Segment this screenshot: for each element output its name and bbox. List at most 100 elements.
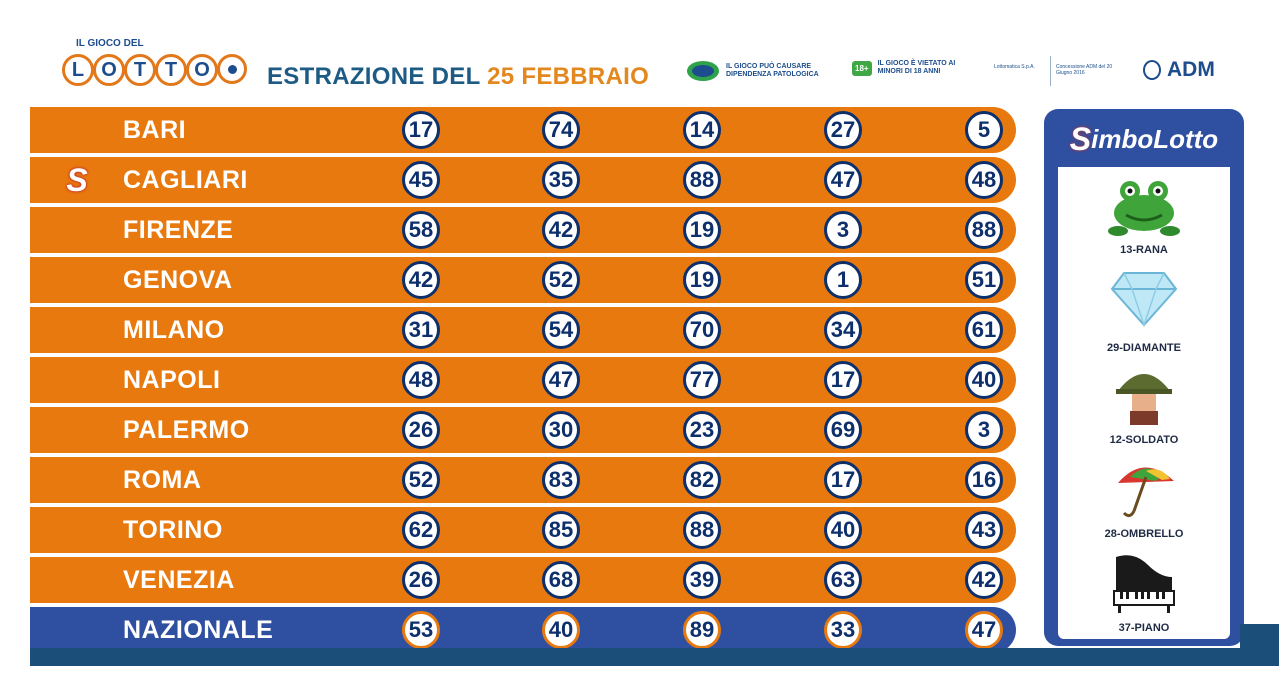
draw-row: MILANO 31 54 70 34 61 [30,307,1016,353]
drawn-number: 35 [542,161,580,199]
logo-letter: T [124,54,156,86]
draw-row: BARI 17 74 14 27 5 [30,107,1016,153]
symbol-label: 12-SOLDATO [1109,434,1179,446]
header-divider [1050,56,1051,86]
city-name: GENOVA [123,265,233,294]
drawn-number: 33 [824,611,862,649]
drawn-number: 51 [965,261,1003,299]
drawn-number: 40 [965,361,1003,399]
drawn-number: 47 [824,161,862,199]
drawn-number: 3 [824,211,862,249]
symbol-item: 13-RANA [1058,173,1230,256]
adm-logo: ADM [1143,58,1215,82]
city-name: CAGLIARI [123,165,248,194]
city-name: BARI [123,115,187,144]
drawn-number: 83 [542,461,580,499]
drawn-number: 69 [824,411,862,449]
drawn-number: 70 [683,311,721,349]
logo-letter: T [155,54,187,86]
operator-text: Lottomatica S.p.A. [994,64,1035,70]
footer-bar [30,648,1279,666]
drawn-number: 34 [824,311,862,349]
adm-label: ADM [1167,58,1215,81]
symbol-label: 29-DIAMANTE [1107,342,1181,354]
city-name: NAZIONALE [123,615,274,644]
symbol-label: 28-OMBRELLO [1104,528,1184,540]
lotto-logo: IL GIOCO DEL L O T T O [62,38,247,98]
symbol-item: 37-PIANO [1058,551,1230,634]
drawn-number: 42 [402,261,440,299]
drawn-number: 52 [402,461,440,499]
drawn-number: 42 [965,561,1003,599]
drawn-number: 17 [824,461,862,499]
city-name: MILANO [123,315,225,344]
warning-text: IL GIOCO PUÒ CAUSARE DIPENDENZA PATOLOGI… [726,63,819,78]
drawn-number: 23 [683,411,721,449]
frog-icon [1108,181,1180,236]
draw-row: NAPOLI 48 47 77 17 40 [30,357,1016,403]
drawn-number: 27 [824,111,862,149]
drawn-number: 14 [683,111,721,149]
draw-row: NAZIONALE 53 40 89 33 47 [30,607,1016,653]
age-badge: 18+ [852,60,872,76]
logo-letter: O [93,54,125,86]
drawn-number: 52 [542,261,580,299]
symbol-label: 13-RANA [1120,244,1168,256]
city-name: ROMA [123,465,202,494]
drawn-number: 31 [402,311,440,349]
drawn-number: 54 [542,311,580,349]
city-name: NAPOLI [123,365,221,394]
drawn-number: 88 [965,211,1003,249]
drawn-number: 17 [824,361,862,399]
drawn-number: 3 [965,411,1003,449]
drawn-number: 5 [965,111,1003,149]
diamond-icon [1110,272,1178,328]
draw-date: 25 FEBBRAIO [487,63,650,90]
drawn-number: 1 [824,261,862,299]
draw-row: ROMA 52 83 82 17 16 [30,457,1016,503]
simbolotto-title-text: imboLotto [1091,123,1219,154]
draw-row: FIRENZE 58 42 19 3 88 [30,207,1016,253]
draw-row: S CAGLIARI 45 35 88 47 48 [30,157,1016,203]
symbol-item: 12-SOLDATO [1058,363,1230,446]
draw-row: VENEZIA 26 68 39 63 42 [30,557,1016,603]
age-warning: 18+ IL GIOCO È VIETATO AI MINORI DI 18 A… [852,60,974,76]
drawn-number: 40 [542,611,580,649]
age-warning-text: IL GIOCO È VIETATO AI MINORI DI 18 ANNI [877,60,956,75]
drawn-number: 88 [683,511,721,549]
drawn-number: 39 [683,561,721,599]
drawn-number: 82 [683,461,721,499]
drawn-number: 26 [402,411,440,449]
drawn-number: 68 [542,561,580,599]
logo-letter: L [62,54,94,86]
drawn-number: 16 [965,461,1003,499]
city-name: VENEZIA [123,565,235,594]
drawn-number: 77 [683,361,721,399]
umbrella-icon [1118,467,1174,518]
drawn-number: 47 [542,361,580,399]
concession-text: Concessione ADM del 20 Giugno 2016 [1056,64,1113,76]
simbolotto-list: 13-RANA 29-DIAMANTE 12-SOLDATO [1058,167,1230,639]
draw-row: PALERMO 26 30 23 69 3 [30,407,1016,453]
symbol-label: 37-PIANO [1118,622,1170,634]
logo-dot [217,54,247,84]
symbol-item: 29-DIAMANTE [1058,267,1230,354]
city-name: TORINO [123,515,223,544]
drawn-number: 62 [402,511,440,549]
logo-caption: IL GIOCO DEL [76,38,144,49]
drawn-number: 88 [683,161,721,199]
drawn-number: 47 [965,611,1003,649]
soldier-icon [1116,374,1172,425]
city-name: FIRENZE [123,215,234,244]
drawn-number: 45 [402,161,440,199]
drawn-number: 85 [542,511,580,549]
gambling-warning: IL GIOCO PUÒ CAUSARE DIPENDENZA PATOLOGI… [686,60,844,82]
drawn-number: 43 [965,511,1003,549]
piano-icon [1113,555,1175,613]
logo-letter: O [186,54,218,86]
gioco-sicuro-icon [687,61,719,81]
drawn-number: 74 [542,111,580,149]
simbolotto-marker-icon: S [66,161,88,198]
